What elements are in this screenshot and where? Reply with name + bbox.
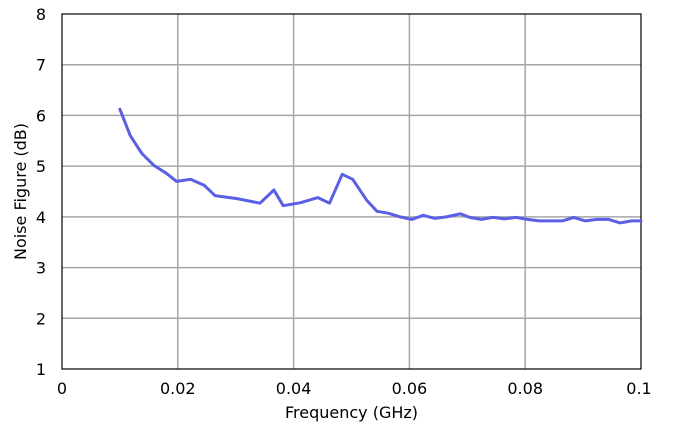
plot-area-frame	[61, 13, 642, 370]
x-tick-label: 0.06	[392, 379, 428, 398]
y-axis-title: Noise Figure (dB)	[11, 123, 30, 260]
y-tick-label: 1	[36, 360, 46, 379]
axis-ticks: 0 0.02 0.04 0.06 0.08 0.1 1 2 3 4 5 6 7 8	[36, 5, 652, 398]
x-tick-label: 0	[57, 379, 67, 398]
y-tick-label: 7	[36, 56, 46, 75]
x-axis-title: Frequency (GHz)	[285, 403, 418, 422]
y-tick-label: 4	[36, 208, 46, 227]
y-tick-label: 3	[36, 259, 46, 278]
x-tick-label: 0.08	[507, 379, 543, 398]
series-line	[118, 107, 643, 225]
x-tick-label: 0.04	[276, 379, 312, 398]
y-tick-label: 5	[36, 157, 46, 176]
y-tick-label: 2	[36, 309, 46, 328]
y-tick-label: 6	[36, 106, 46, 125]
x-tick-label: 0.1	[626, 379, 651, 398]
series-layer	[118, 107, 643, 225]
grid-lines	[62, 14, 641, 369]
y-tick-label: 8	[36, 5, 46, 24]
x-tick-label: 0.02	[160, 379, 196, 398]
